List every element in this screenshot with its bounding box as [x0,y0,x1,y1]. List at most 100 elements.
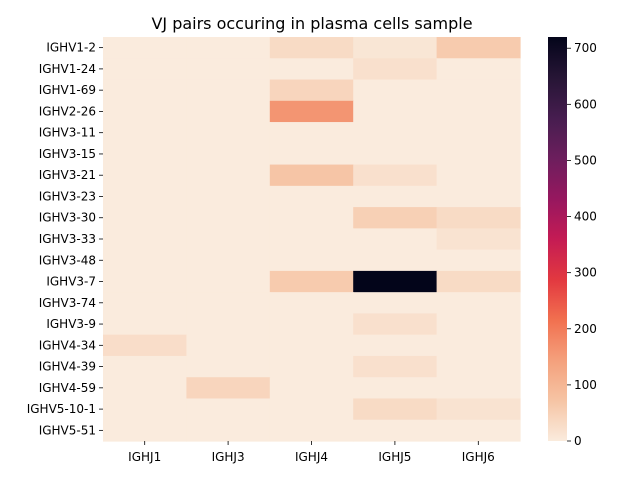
heatmap-cell [186,398,271,421]
heatmap-cell [436,58,521,81]
heatmap-cell [353,228,438,251]
heatmap-cell [353,313,438,336]
heatmap-cell [269,419,354,442]
heatmap-cell [436,37,521,59]
heatmap-cell [353,270,438,293]
y-tick-label: IGHV1-69 [39,83,96,97]
heatmap-cell [269,398,354,421]
heatmap-cell [186,377,271,400]
colorbar-tick-label: 500 [574,153,597,167]
x-axis: IGHJ1 IGHJ3 IGHJ4 IGHJ5 IGHJ6 [128,441,495,464]
x-tick-label: IGHJ4 [295,450,328,464]
colorbar-tick-label: 600 [574,97,597,111]
heatmap-cell [436,377,521,400]
heatmap-cell [186,249,271,272]
heatmap-cell [269,58,354,81]
heatmap-cell [436,419,521,442]
heatmap-cell [269,143,354,166]
heatmap-cell [186,419,271,442]
y-tick-label: IGHV3-15 [39,147,96,161]
heatmap-cell [436,185,521,208]
heatmap-cell [269,79,354,102]
heatmap-cell [269,207,354,229]
heatmap-cell [269,249,354,272]
heatmap-cell [103,270,187,293]
heatmap-cell [353,37,438,59]
heatmap-cell [269,185,354,208]
heatmap-cell [186,334,271,357]
heatmap-cell [436,228,521,251]
colorbar-tick-label: 200 [574,322,597,336]
heatmap-cell [269,164,354,187]
colorbar [548,37,567,441]
heatmap-cell [269,100,354,123]
y-tick-label: IGHV1-2 [46,41,96,55]
heatmap-cell [186,207,271,229]
heatmap-cell [103,228,187,251]
heatmap-cell [436,122,521,144]
heatmap-cell [103,377,187,400]
heatmap-cell [103,313,187,336]
heatmap-cell [353,292,438,315]
heatmap-cell [269,270,354,293]
heatmap-cell [269,292,354,315]
heatmap-cell [436,313,521,336]
y-tick-label: IGHV5-51 [39,423,96,437]
y-tick-label: IGHV4-59 [39,381,96,395]
heatmap-cell [103,292,187,315]
heatmap-cell [436,79,521,102]
x-tick-label: IGHJ5 [378,450,411,464]
heatmap-cell [103,100,187,123]
chart-title: VJ pairs occuring in plasma cells sample [151,14,472,33]
heatmap-cell [436,270,521,293]
colorbar-tick-label: 0 [574,434,582,448]
heatmap-cell [103,185,187,208]
heatmap-cell [269,313,354,336]
heatmap-cell [269,122,354,144]
y-tick-label: IGHV5-10-1 [27,402,96,416]
heatmap-cell [186,228,271,251]
heatmap-cell [103,122,187,144]
heatmap-cell [353,79,438,102]
heatmap-cell [353,355,438,378]
heatmap-cell [186,37,271,59]
heatmap-cell [269,37,354,59]
y-tick-label: IGHV3-21 [39,168,96,182]
y-tick-label: IGHV2-26 [39,104,96,118]
heatmap-cell [186,100,271,123]
heatmap-cell [186,313,271,336]
y-tick-label: IGHV3-30 [39,211,96,225]
heatmap-cell [103,419,187,442]
heatmap-cell [103,207,187,229]
heatmap-cell [436,100,521,123]
heatmap-cell [353,185,438,208]
heatmap-cell [269,377,354,400]
heatmap-cell [353,100,438,123]
colorbar-tick-label: 400 [574,210,597,224]
x-tick-label: IGHJ6 [462,450,495,464]
heatmap-cell [103,249,187,272]
heatmap-cell [103,164,187,187]
heatmap-cell [186,79,271,102]
heatmap-cell [186,292,271,315]
colorbar-tick-label: 100 [574,378,597,392]
colorbar-tick-label: 700 [574,41,597,55]
heatmap-cell [353,377,438,400]
heatmap-cell [436,334,521,357]
heatmap-cell [269,334,354,357]
heatmap-cell [353,398,438,421]
heatmap-cell [186,164,271,187]
heatmap-cell [436,398,521,421]
heatmap-cell [436,143,521,166]
heatmap-cells [103,37,521,442]
heatmap-cell [103,398,187,421]
heatmap-cell [103,143,187,166]
y-tick-label: IGHV3-11 [39,126,96,140]
y-tick-label: IGHV3-7 [46,275,96,289]
heatmap-cell [436,355,521,378]
y-tick-label: IGHV3-23 [39,189,96,203]
y-tick-label: IGHV3-33 [39,232,96,246]
heatmap-cell [436,207,521,229]
heatmap-cell [103,37,187,59]
